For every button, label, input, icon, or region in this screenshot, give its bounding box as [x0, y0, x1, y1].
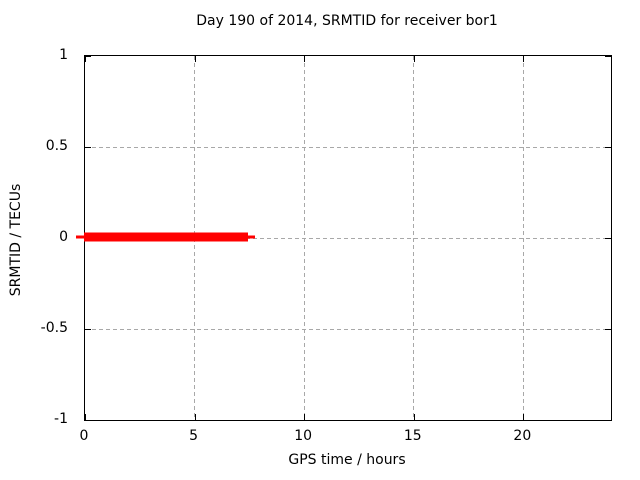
y-tick-label: 1 — [59, 47, 68, 63]
y-tick-left — [85, 329, 91, 330]
gridline-horizontal — [85, 146, 611, 148]
x-tick-label: 20 — [513, 428, 532, 444]
x-tick-top — [304, 56, 306, 62]
data-line-cap-left — [76, 235, 84, 239]
y-tick-right — [605, 56, 611, 57]
y-axis-label: SRMTID / TECUs — [8, 183, 24, 297]
x-tick-label: 0 — [79, 428, 89, 444]
y-tick-right — [605, 329, 611, 330]
x-tick-top — [413, 56, 415, 62]
y-tick-left — [85, 420, 91, 421]
y-tick-label: 0.5 — [45, 138, 68, 154]
y-tick-right — [605, 147, 611, 148]
x-tick-label: 5 — [189, 428, 199, 444]
y-tick-left — [85, 56, 91, 57]
y-tick-right — [605, 238, 611, 239]
y-tick-label: 0 — [59, 229, 68, 245]
x-tick-top — [194, 56, 196, 62]
x-tick-label: 10 — [294, 428, 313, 444]
gridline-horizontal — [85, 237, 611, 239]
x-tick-top — [85, 56, 86, 62]
x-axis-label: GPS time / hours — [288, 452, 406, 468]
data-line-cap-right — [248, 235, 256, 239]
y-tick-label: -0.5 — [40, 320, 68, 336]
x-tick-bottom — [194, 414, 196, 420]
x-tick-top — [523, 56, 525, 62]
data-line — [84, 232, 249, 242]
x-tick-bottom — [523, 414, 525, 420]
y-tick-right — [605, 420, 611, 421]
x-tick-bottom — [85, 414, 86, 420]
gridline-horizontal — [85, 328, 611, 330]
chart-title: Day 190 of 2014, SRMTID for receiver bor… — [196, 13, 498, 29]
x-tick-label: 15 — [403, 428, 422, 444]
y-tick-left — [85, 147, 91, 148]
x-tick-bottom — [413, 414, 415, 420]
y-tick-label: -1 — [54, 411, 68, 427]
x-tick-bottom — [304, 414, 306, 420]
